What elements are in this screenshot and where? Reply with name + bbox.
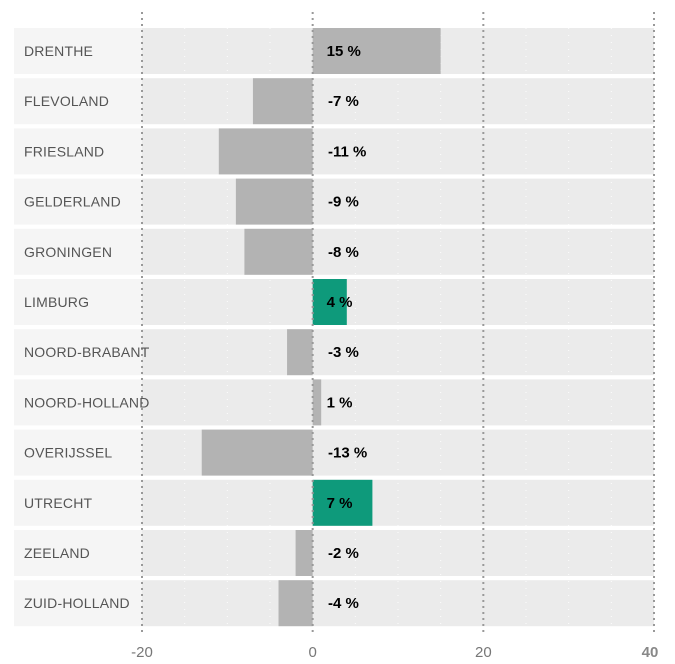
- row-background: [142, 580, 654, 627]
- category-label: GRONINGEN: [24, 244, 112, 260]
- category-label: ZEELAND: [24, 545, 90, 561]
- row-label-background: [14, 379, 142, 426]
- tick-label: 0: [308, 644, 316, 661]
- bar-friesland: [218, 128, 313, 175]
- tick-label: 40: [642, 644, 659, 661]
- category-label: FLEVOLAND: [24, 93, 109, 109]
- row-label-background: [14, 78, 142, 125]
- category-label: NOORD-HOLLAND: [24, 394, 150, 410]
- bar-limburg: [312, 279, 347, 325]
- row-label-background: [14, 329, 142, 376]
- row-label-background: [14, 479, 142, 526]
- row-label-background: [14, 530, 142, 576]
- row-label-background: [14, 279, 142, 325]
- category-label: OVERIJSSEL: [24, 445, 112, 461]
- category-label: LIMBURG: [24, 294, 89, 310]
- bar-zuid-holland: [278, 580, 313, 627]
- value-label: -7 %: [328, 93, 359, 110]
- category-label: UTRECHT: [24, 495, 93, 511]
- category-label: FRIESLAND: [24, 143, 104, 159]
- bar-utrecht: [312, 479, 373, 526]
- row-background: [142, 178, 654, 225]
- tick-label: 20: [475, 644, 492, 661]
- value-label: -9 %: [328, 194, 359, 211]
- value-label: -13 %: [328, 445, 367, 462]
- row-label-background: [14, 228, 142, 275]
- row-background: [142, 379, 654, 426]
- category-label: ZUID-HOLLAND: [24, 595, 130, 611]
- row-label-background: [14, 580, 142, 627]
- row-label-background: [14, 178, 142, 225]
- category-label: DRENTHE: [24, 43, 93, 59]
- value-label: 1 %: [327, 394, 353, 411]
- bar-flevoland: [252, 78, 313, 125]
- value-label: 4 %: [327, 294, 353, 311]
- bar-noord-brabant: [287, 329, 313, 376]
- value-label: -4 %: [328, 595, 359, 612]
- row-background: [142, 78, 654, 125]
- row-background: [142, 228, 654, 275]
- value-label: -8 %: [328, 244, 359, 261]
- value-label: 7 %: [327, 495, 353, 512]
- row-label-background: [14, 28, 142, 74]
- bar-zeeland: [295, 530, 313, 576]
- bar-overijssel: [201, 429, 313, 476]
- value-label: -11 %: [328, 143, 366, 160]
- row-label-background: [14, 128, 142, 175]
- value-label: -3 %: [328, 344, 359, 361]
- category-label: GELDERLAND: [24, 194, 121, 210]
- value-label: 15 %: [327, 43, 361, 60]
- bar-groningen: [244, 228, 313, 275]
- category-label: NOORD-BRABANT: [24, 344, 150, 360]
- bar-gelderland: [235, 178, 313, 225]
- value-label: -2 %: [328, 545, 359, 562]
- bar-drenthe: [312, 28, 441, 74]
- row-label-background: [14, 429, 142, 476]
- tick-label: -20: [131, 644, 153, 661]
- bar-noord-holland: [312, 379, 322, 426]
